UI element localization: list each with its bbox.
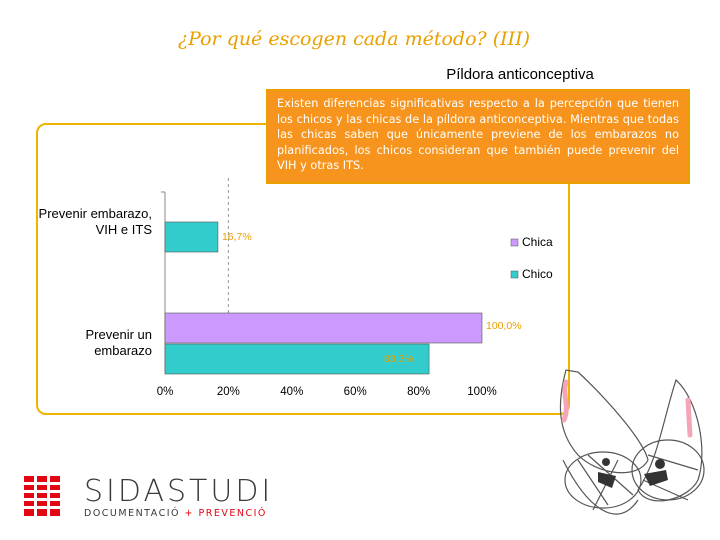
x-tick-label: 40% [280, 386, 303, 398]
slide-title: ¿Por qué escogen cada método? (III) [177, 28, 531, 50]
logo-tagline: DOCUMENTACIÓ + PREVENCIÓ [84, 508, 267, 519]
category-label: Prevenir un [86, 327, 152, 342]
logo-tagline-b: PREVENCIÓ [198, 508, 267, 519]
x-tick-label: 0% [157, 386, 174, 398]
x-tick-label: 80% [407, 386, 430, 398]
x-tick-label: 60% [344, 386, 367, 398]
logo-wordmark: SIDASTUDI [84, 474, 273, 509]
logo-tagline-plus: + [184, 508, 194, 519]
logo-brand-sida: SIDA [84, 474, 167, 509]
category-label: Prevenir embarazo, [39, 206, 152, 221]
x-tick-label: 100% [467, 386, 496, 398]
bar-chico [164, 343, 430, 375]
data-label: 100,0% [486, 320, 522, 332]
logo-brand-studi: STUDI [167, 474, 274, 509]
note-box: Existen diferencias significativas respe… [266, 89, 690, 184]
legend-entry: Chica [522, 235, 553, 249]
note-text: Existen diferencias significativas respe… [271, 94, 685, 176]
legend-swatch-chico [510, 270, 519, 279]
legend-entry: Chico [522, 267, 553, 281]
sidastudi-logo: SIDASTUDI DOCUMENTACIÓ + PREVENCIÓ [24, 474, 274, 524]
x-tick-label: 20% [217, 386, 240, 398]
category-label: VIH e ITS [96, 222, 153, 237]
legend-swatch-chica [510, 238, 519, 247]
bar-chico [164, 221, 219, 253]
chart-subtitle: Píldora anticonceptiva [446, 66, 594, 83]
data-label: 16,7% [222, 231, 252, 243]
logo-mark-icon [24, 476, 60, 516]
category-label: embarazo [94, 343, 152, 358]
logo-tagline-a: DOCUMENTACIÓ [84, 508, 180, 519]
data-label: 83,3% [384, 353, 414, 365]
bar-chica [164, 312, 483, 344]
decorative-illustration [559, 369, 705, 515]
